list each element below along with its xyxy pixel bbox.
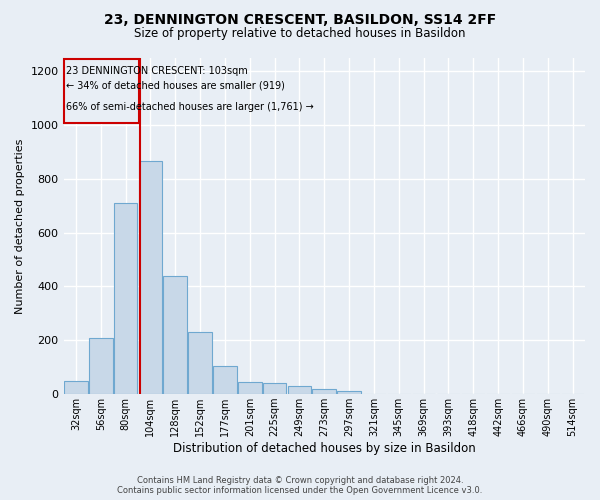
Bar xyxy=(188,332,212,394)
Bar xyxy=(139,161,162,394)
X-axis label: Distribution of detached houses by size in Basildon: Distribution of detached houses by size … xyxy=(173,442,476,455)
Text: 23, DENNINGTON CRESCENT, BASILDON, SS14 2FF: 23, DENNINGTON CRESCENT, BASILDON, SS14 … xyxy=(104,12,496,26)
Text: Size of property relative to detached houses in Basildon: Size of property relative to detached ho… xyxy=(134,28,466,40)
Bar xyxy=(163,276,187,394)
Y-axis label: Number of detached properties: Number of detached properties xyxy=(15,138,25,314)
FancyBboxPatch shape xyxy=(64,59,139,124)
Bar xyxy=(238,382,262,394)
Bar xyxy=(213,366,237,394)
Text: 66% of semi-detached houses are larger (1,761) →: 66% of semi-detached houses are larger (… xyxy=(66,102,314,113)
Bar xyxy=(89,338,113,394)
Bar xyxy=(337,392,361,394)
Bar xyxy=(263,384,286,394)
Text: ← 34% of detached houses are smaller (919): ← 34% of detached houses are smaller (91… xyxy=(66,81,285,91)
Bar xyxy=(64,380,88,394)
Text: 23 DENNINGTON CRESCENT: 103sqm: 23 DENNINGTON CRESCENT: 103sqm xyxy=(66,66,248,76)
Bar xyxy=(287,386,311,394)
Bar xyxy=(114,203,137,394)
Bar xyxy=(313,389,336,394)
Text: Contains HM Land Registry data © Crown copyright and database right 2024.
Contai: Contains HM Land Registry data © Crown c… xyxy=(118,476,482,495)
